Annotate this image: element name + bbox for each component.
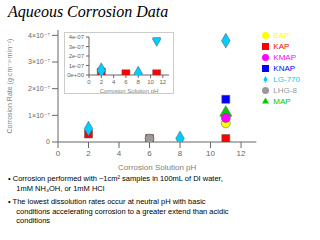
svg-text:3×10⁻⁷: 3×10⁻⁷ [28, 58, 50, 65]
svg-text:1×10⁻⁷: 1×10⁻⁷ [28, 112, 50, 119]
svg-text:3e-07: 3e-07 [69, 44, 85, 50]
html-text:KMAP: KMAP [273, 53, 296, 62]
html-text:KAP: KAP [273, 42, 290, 51]
html-text:KNAP: KNAP [273, 64, 296, 73]
html-text:• Corrosion performed with ~1c: • Corrosion performed with ~1cm² samples… [8, 174, 223, 193]
html-text:MAP: MAP [273, 97, 291, 106]
svg-text:4: 4 [112, 79, 116, 85]
svg-text:2: 2 [100, 79, 104, 85]
svg-text:4: 4 [117, 149, 122, 158]
svg-text:12: 12 [160, 79, 167, 85]
svg-text:10: 10 [147, 79, 154, 85]
html-text:LHG-8: LHG-8 [273, 86, 297, 95]
svg-text:4×10⁻⁷: 4×10⁻⁷ [28, 32, 50, 39]
svg-text:2e-07: 2e-07 [69, 53, 85, 59]
svg-text:1e-07: 1e-07 [69, 63, 85, 69]
svg-text:6: 6 [147, 149, 152, 158]
html-text:LG-770: LG-770 [273, 75, 300, 84]
svg-text:Corrosion Rate (g·cm⁻²·min⁻¹): Corrosion Rate (g·cm⁻²·min⁻¹) [8, 39, 14, 134]
svg-text:Corrosion Solution pH: Corrosion Solution pH [100, 88, 159, 93]
svg-text:10: 10 [206, 149, 215, 158]
html-text:Aqueous Corrosion Data: Aqueous Corrosion Data [8, 3, 169, 20]
svg-text:6: 6 [124, 79, 128, 85]
html-text:BAP: BAP [273, 31, 290, 40]
svg-text:0e+00: 0e+00 [67, 72, 85, 78]
svg-text:4e-07: 4e-07 [69, 34, 85, 40]
html-text:• The lowest dissolution rates: • The lowest dissolution rates occur at … [8, 197, 229, 225]
svg-text:8: 8 [178, 149, 183, 158]
svg-text:2×10⁻⁷: 2×10⁻⁷ [28, 85, 50, 92]
svg-text:Corrosion Solution pH: Corrosion Solution pH [118, 163, 196, 172]
svg-text:0: 0 [56, 149, 61, 158]
svg-text:12: 12 [237, 149, 246, 158]
svg-text:0: 0 [87, 79, 91, 85]
svg-text:8: 8 [137, 79, 141, 85]
svg-text:0: 0 [46, 138, 50, 145]
svg-text:2: 2 [86, 149, 91, 158]
